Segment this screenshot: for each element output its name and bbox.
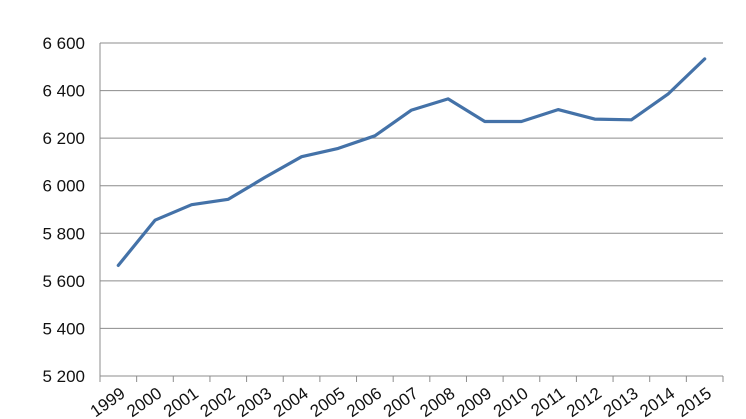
x-tick-label: 2008: [417, 384, 459, 419]
x-tick-label: 2012: [563, 384, 605, 419]
x-tick-label: 2003: [233, 384, 275, 419]
y-tick-label: 6 600: [42, 34, 85, 53]
gridlines: [100, 42, 723, 329]
x-tick-label: 2014: [636, 384, 678, 419]
x-tick-labels: 1999200020012002200320042005200620072008…: [87, 384, 715, 419]
x-tick-label: 2010: [490, 384, 532, 419]
series-group: [116, 57, 707, 267]
y-tick-label: 5 800: [42, 224, 85, 243]
x-tick-label: 2001: [160, 384, 202, 419]
x-tick-label: 2000: [123, 384, 165, 419]
x-tick-label: 2002: [197, 384, 239, 419]
axes: [99, 43, 724, 382]
x-tick-label: 2013: [600, 384, 642, 419]
x-tick-label: 2015: [673, 384, 715, 419]
x-tick-label: 2009: [453, 384, 495, 419]
y-tick-label: 5 600: [42, 272, 85, 291]
x-tick-label: 2007: [380, 384, 422, 419]
y-tick-label: 5 400: [42, 319, 85, 338]
series-line: [116, 57, 707, 267]
y-tick-label: 6 000: [42, 177, 85, 196]
x-tick-label: 2004: [270, 384, 312, 419]
x-tick-label: 1999: [87, 384, 129, 419]
y-tick-label: 6 200: [42, 129, 85, 148]
x-tick-label: 2011: [528, 384, 569, 419]
x-tick-label: 2005: [307, 384, 349, 419]
y-tick-label: 5 200: [42, 367, 85, 386]
x-tick-label: 2006: [343, 384, 385, 419]
y-tick-label: 6 400: [42, 82, 85, 101]
y-tick-labels: 5 200 5 400 5 600 5 800 6 000 6 200 6 400 6 600: [42, 34, 85, 386]
